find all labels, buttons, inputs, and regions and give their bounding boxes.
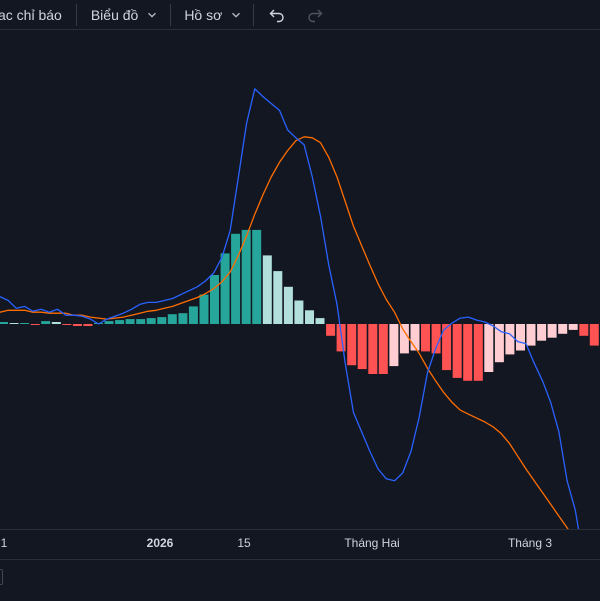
- histogram-bar: [505, 324, 515, 355]
- redo-button[interactable]: [306, 0, 324, 30]
- scroll-handle[interactable]: [0, 569, 3, 585]
- chevron-down-icon: [148, 12, 157, 18]
- histogram-bar: [157, 317, 167, 324]
- histogram-bar: [421, 324, 430, 352]
- bottom-bar: [0, 559, 600, 601]
- histogram-bar: [9, 323, 19, 324]
- chart-menu-button[interactable]: Biểu đồ: [91, 0, 157, 30]
- histogram-bar: [410, 324, 420, 351]
- histogram-bar: [516, 324, 525, 351]
- histogram-bar: [589, 324, 599, 346]
- indicators-button[interactable]: ac chỉ báo: [0, 0, 62, 30]
- histogram-bar: [115, 320, 125, 324]
- histogram-bar: [357, 324, 367, 370]
- toolbar-divider: [75, 3, 77, 26]
- undo-button[interactable]: [268, 0, 286, 30]
- histogram-bar: [51, 322, 61, 324]
- histogram-bar: [283, 286, 293, 324]
- toolbar-divider: [170, 3, 172, 26]
- histogram-bar: [0, 322, 8, 324]
- histogram-bar: [210, 275, 219, 324]
- histogram-bar: [188, 306, 198, 324]
- histogram-bar: [326, 324, 336, 336]
- histogram-bar: [494, 324, 504, 363]
- histogram-bar: [347, 324, 357, 366]
- histogram-bar: [136, 319, 146, 324]
- histogram-bar: [294, 300, 304, 324]
- histogram-bar: [62, 324, 72, 325]
- histogram-bar: [484, 324, 494, 372]
- histogram-bar: [241, 229, 251, 324]
- histogram-bar: [315, 318, 325, 324]
- histogram-bar: [568, 324, 578, 330]
- time-tick: Tháng 3: [507, 536, 553, 550]
- macd-line: [0, 88, 600, 601]
- profile-menu-button[interactable]: Hồ sơ: [184, 0, 241, 30]
- histogram-bar: [83, 324, 93, 326]
- histogram-bar: [252, 229, 262, 324]
- histogram-bar: [442, 324, 452, 371]
- histogram-bar: [547, 324, 557, 338]
- histogram-bar: [452, 324, 462, 378]
- chart-menu-label: Biểu đồ: [90, 6, 139, 23]
- profile-menu-label: Hồ sơ: [184, 6, 223, 23]
- histogram-bar: [558, 324, 568, 334]
- histogram-bar: [146, 318, 156, 324]
- top-toolbar: ac chỉ báo Biểu đồ Hồ sơ: [0, 0, 600, 30]
- time-axis[interactable]: 1 2026 15 Tháng Hai Tháng 3: [0, 529, 600, 560]
- histogram-bar: [305, 310, 314, 324]
- macd-chart: [0, 88, 600, 601]
- histogram-bar: [368, 324, 378, 374]
- histogram-bar: [389, 324, 399, 367]
- time-tick: 1: [0, 536, 8, 550]
- histogram-bar: [125, 319, 135, 324]
- histogram-bar: [399, 324, 409, 354]
- redo-icon: [308, 9, 323, 22]
- time-tick: 2026: [146, 536, 174, 550]
- histogram-bar: [431, 324, 441, 354]
- histogram-bar: [220, 253, 230, 324]
- histogram-bar: [537, 324, 547, 341]
- histogram-bar: [473, 324, 483, 381]
- histogram-bar: [231, 233, 241, 324]
- histogram-bar: [104, 321, 114, 324]
- histogram-bar: [526, 324, 536, 346]
- histogram-bar: [273, 271, 283, 324]
- toolbar-divider: [253, 3, 255, 26]
- histogram-bar: [20, 323, 30, 324]
- histogram-bar: [199, 294, 209, 324]
- indicators-label: ac chỉ báo: [0, 6, 62, 23]
- histogram-bar: [262, 255, 272, 324]
- time-tick: 15: [237, 536, 251, 550]
- histogram-bar: [41, 321, 51, 324]
- histogram-bar: [30, 324, 40, 325]
- histogram-bar: [378, 324, 388, 374]
- histogram-bar: [72, 324, 82, 326]
- histogram-bar: [178, 313, 188, 324]
- time-tick: Tháng Hai: [344, 536, 400, 550]
- chevron-down-icon: [232, 12, 241, 18]
- undo-icon: [269, 9, 284, 22]
- macd-chart-pane[interactable]: [0, 31, 600, 601]
- histogram-bar: [167, 314, 177, 324]
- histogram-bar: [579, 324, 589, 336]
- histogram-bar: [463, 324, 473, 381]
- signal-line: [0, 136, 593, 564]
